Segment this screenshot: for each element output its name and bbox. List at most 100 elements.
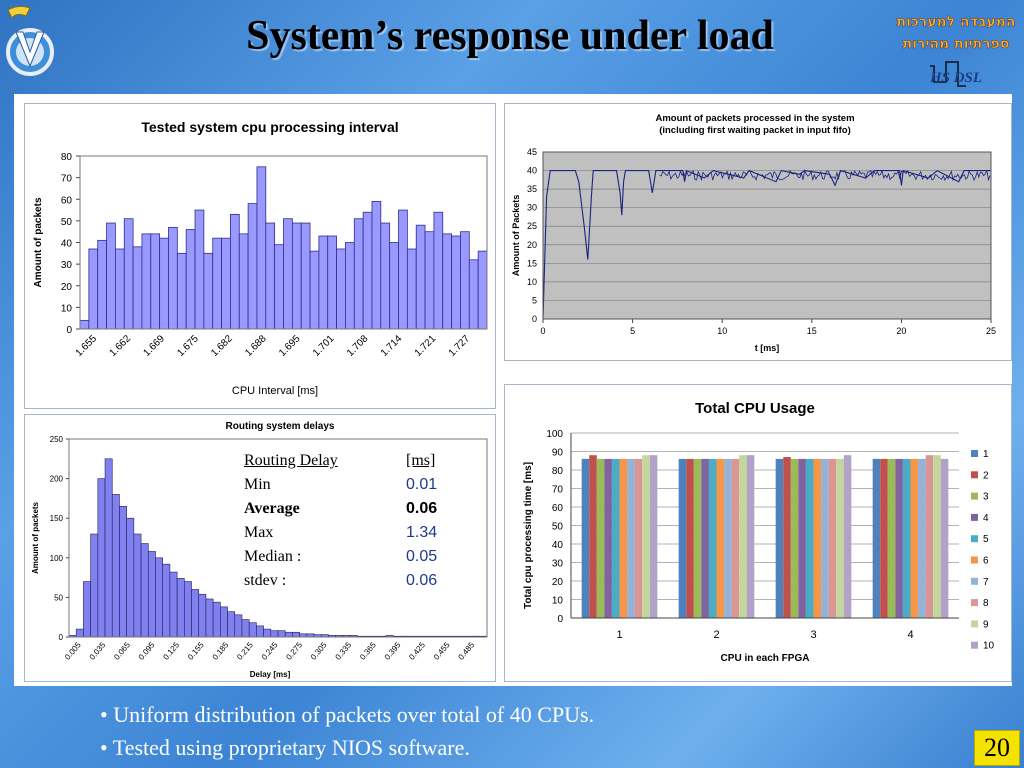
y-tick-label: 0	[532, 314, 537, 324]
bar	[406, 248, 417, 330]
bar	[731, 458, 740, 618]
stats-value: 0.06	[406, 572, 438, 589]
x-tick-label: 0.425	[407, 640, 427, 662]
bar	[686, 458, 694, 618]
bar	[345, 242, 355, 330]
y-tick-label: 45	[527, 147, 537, 157]
x-tick-label: 1	[616, 629, 622, 641]
legend-swatch	[971, 641, 978, 649]
x-tick-label: 1.662	[108, 333, 134, 359]
bar	[887, 458, 896, 618]
chart-title: Amount of packets processed in the syste…	[655, 113, 854, 124]
bar	[194, 209, 205, 330]
bar	[79, 319, 90, 330]
x-tick-label: 0.185	[211, 640, 231, 662]
page-number: 20	[974, 730, 1020, 766]
bar	[843, 455, 852, 618]
bar	[477, 250, 488, 330]
x-axis-label: CPU Interval [ms]	[232, 385, 318, 397]
bar	[265, 222, 276, 330]
bar	[642, 455, 650, 618]
bar	[119, 506, 127, 638]
y-tick-label: 70	[552, 485, 564, 496]
logo-hebrew-line-1: המעבדה למערכות	[897, 14, 1016, 30]
bar	[880, 458, 888, 618]
x-tick-label: 1.714	[379, 333, 405, 359]
stats-value: 0.06	[406, 500, 438, 517]
slide-title: System’s response under load	[246, 13, 774, 59]
y-tick-label: 40	[552, 540, 564, 551]
stats-value: 0.05	[406, 548, 438, 565]
legend-swatch	[971, 471, 978, 479]
stats-value: 1.34	[406, 524, 438, 541]
x-axis-label: Delay [ms]	[250, 670, 291, 679]
y-tick-label: 200	[50, 475, 64, 484]
bar	[611, 458, 620, 618]
bar	[634, 458, 643, 618]
bar	[805, 458, 814, 618]
legend-label: 4	[983, 513, 989, 524]
y-tick-label: 100	[50, 554, 64, 563]
bar	[902, 458, 911, 618]
y-axis-label: Amount of packets	[33, 197, 44, 287]
bar	[291, 222, 302, 330]
legend-swatch	[971, 450, 978, 457]
x-tick-label: 1.695	[277, 333, 303, 359]
x-tick-label: 3	[810, 629, 816, 641]
logo-hs-dsl: HS DSL	[929, 70, 982, 86]
bar	[203, 252, 214, 330]
bar	[111, 494, 120, 638]
bar	[185, 229, 196, 330]
x-tick-label: 0.305	[309, 640, 329, 662]
bar	[933, 455, 941, 618]
y-tick-label: 20	[527, 240, 537, 250]
legend-swatch	[971, 556, 978, 564]
routing-delays-chart: Routing system delays 0 50 100 150 200 250 0.00…	[24, 414, 496, 682]
bar	[104, 458, 113, 638]
hs-dsl-logo: המעבדה למערכות ספרתיות מהירות HS DSL	[896, 14, 1016, 87]
bar	[581, 458, 590, 618]
stats-row-max: Max 1.34	[244, 524, 454, 548]
y-tick-label: 0	[59, 633, 64, 642]
y-tick-label: 35	[527, 184, 537, 194]
bar	[327, 235, 337, 330]
bar	[168, 226, 178, 330]
chart-title: Routing system delays	[226, 421, 335, 432]
bar	[300, 222, 311, 330]
y-tick-label: 0	[557, 614, 563, 625]
bar	[739, 455, 747, 618]
y-tick-label: 30	[527, 203, 537, 213]
bar	[123, 218, 134, 330]
bar	[596, 458, 605, 618]
bar	[775, 458, 784, 618]
y-tick-label: 60	[552, 503, 564, 514]
stats-label: Average	[244, 500, 300, 517]
x-tick-label: 0.455	[432, 640, 452, 662]
bar	[309, 250, 320, 330]
x-tick-label: 0.335	[334, 640, 354, 662]
x-tick-label: 1.721	[413, 333, 439, 359]
bar	[627, 458, 635, 618]
legend-swatch	[971, 599, 978, 607]
stats-value: 0.01	[406, 476, 438, 493]
bar	[353, 218, 364, 330]
legend-label: 6	[983, 556, 989, 567]
bar	[442, 233, 453, 330]
bar	[256, 625, 264, 638]
x-tick-label: 10	[717, 326, 727, 336]
bar	[256, 166, 267, 330]
bar	[678, 458, 687, 618]
legend-swatch	[971, 577, 978, 585]
y-tick-label: 5	[532, 295, 537, 305]
bar	[746, 455, 755, 618]
x-tick-label: 0.395	[383, 640, 403, 662]
legend-label: 8	[983, 598, 989, 609]
bullet-list: • Uniform distribution of packets over t…	[100, 698, 594, 764]
bullet-item: • Uniform distribution of packets over t…	[100, 702, 595, 727]
x-tick-label: 0.485	[456, 640, 476, 662]
bar	[176, 578, 185, 638]
stats-row-min: Min 0.01	[244, 476, 454, 500]
bar	[813, 458, 822, 618]
stats-label: Max	[244, 524, 274, 541]
bar	[362, 211, 373, 330]
